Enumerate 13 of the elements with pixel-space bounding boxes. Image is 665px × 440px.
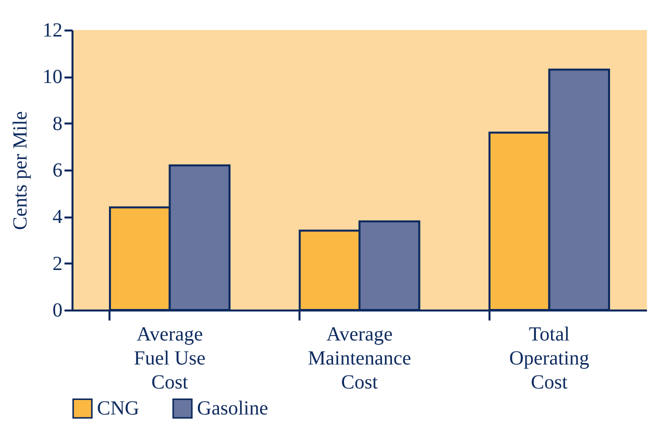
legend-label: CNG (97, 398, 140, 420)
y-tick-label: 12 (42, 20, 62, 42)
x-tick-label: Average Fuel Use Cost (134, 324, 206, 394)
x-tick-label: Total Operating Cost (509, 324, 590, 394)
y-tick-label: 2 (52, 252, 62, 275)
y-tick-label: 4 (52, 206, 62, 228)
y-axis-title: Cents per Mile (10, 110, 32, 230)
y-tick-label: 0 (52, 300, 62, 322)
x-tick-label: Average Maintenance Cost (308, 324, 412, 394)
y-tick-label: 6 (52, 160, 62, 182)
legend-label: Gasoline (197, 398, 268, 420)
y-tick-label: 8 (52, 112, 62, 135)
y-tick-label: 10 (42, 66, 62, 88)
